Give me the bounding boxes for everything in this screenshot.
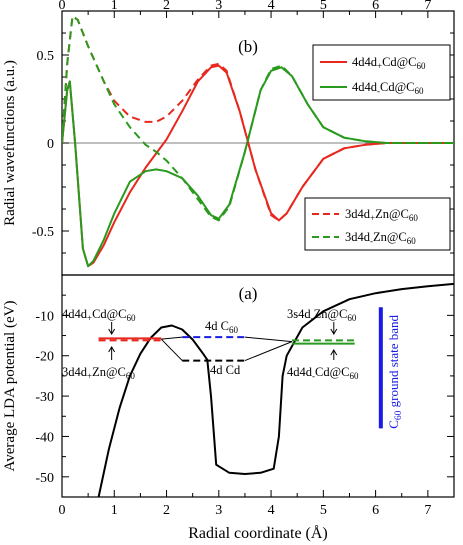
x-tick-label: 4 — [268, 0, 275, 13]
label-text: 3d4d-Zn@C60 — [345, 230, 416, 246]
series-line — [62, 15, 454, 222]
y-tick-label: 0 — [47, 137, 54, 152]
level-annotations: 4d4d+Cd@C60 3d4d+Zn@C60 4d C60 4d Cd 3s4d-Zn… — [62, 307, 404, 429]
x-tick-label: 0 — [59, 0, 66, 13]
x-tick-label: 0 — [59, 503, 66, 518]
connector-line — [160, 338, 183, 361]
x-tick-label: 1 — [111, 503, 118, 518]
legend-solid: 4d4d+Cd@C60 4d4d-Cd@C60 — [320, 55, 426, 96]
y-axis-title-a: Average LDA potential (eV) — [2, 301, 18, 472]
label-text: 3d4d+Zn@C60 — [62, 365, 135, 381]
connector-line — [161, 336, 183, 340]
x-tick-label: 3 — [215, 0, 222, 13]
x-tick-labels-top: 0 1 2 3 4 5 6 7 — [59, 0, 432, 13]
y-tick-label: -0.5 — [32, 225, 54, 240]
x-tick-label: 6 — [372, 0, 379, 13]
label-text: 4d4d-Cd@C60 — [287, 365, 359, 381]
label-text: 4d4d+Cd@C60 — [352, 55, 426, 71]
legend-dashed: 3d4d+Zn@C60 3d4d-Zn@C60 — [312, 207, 418, 246]
x-tick-label: 7 — [424, 0, 431, 13]
y-tick-label: 0.5 — [37, 49, 55, 64]
label-text: 4d Cd — [210, 363, 241, 377]
label-text: 4d4d-Cd@C60 — [352, 80, 424, 96]
y-tick-labels-a: -10 -20 -30 -40 -50 — [35, 309, 54, 485]
plot-area-a — [97, 282, 454, 497]
y-tick-label: -30 — [35, 390, 54, 405]
legend-box-solid — [312, 44, 451, 101]
x-tick-label: 3 — [215, 503, 222, 518]
y-tick-label: -40 — [35, 430, 54, 445]
x-tick-label: 2 — [163, 503, 170, 518]
y-tick-labels-b: 0.5 0 -0.5 — [32, 49, 54, 240]
panel-label-a: (a) — [239, 284, 258, 303]
label-text: 3d4d+Zn@C60 — [345, 207, 418, 223]
arrow-head — [330, 349, 338, 356]
label-text: 4d4d+Cd@C60 — [62, 307, 136, 323]
band-label: C60 ground state band — [386, 314, 404, 428]
x-tick-labels-bottom: 0 1 2 3 4 5 6 7 — [59, 503, 432, 518]
arrow-head — [108, 328, 116, 335]
label-text: 3s4d-Zn@C60 — [287, 307, 357, 323]
x-tick-label: 7 — [424, 503, 431, 518]
x-tick-label: 6 — [372, 503, 379, 518]
label-text: 4d C60 — [205, 319, 238, 335]
panel-a-frame — [61, 274, 455, 498]
y-tick-label: -50 — [35, 471, 54, 486]
connector-line — [244, 341, 293, 362]
legend-box-dashed — [304, 197, 451, 251]
axis-ticks — [61, 10, 455, 498]
arrow-head — [330, 328, 338, 335]
x-tick-label: 2 — [163, 0, 170, 13]
x-axis-title: Radial coordinate (Å) — [188, 524, 328, 542]
plot-area-b — [62, 15, 454, 268]
potential-curve — [97, 282, 454, 497]
y-tick-label: -20 — [35, 350, 54, 365]
x-tick-label: 4 — [268, 503, 275, 518]
y-tick-label: -10 — [35, 309, 54, 324]
arrow-head — [108, 346, 116, 353]
x-tick-label: 5 — [320, 0, 327, 13]
y-axis-title-b: Radial wavefunctions (a.u.) — [2, 60, 18, 226]
panel-label-b: (b) — [238, 37, 258, 56]
x-tick-label: 1 — [111, 0, 118, 13]
connector-line — [244, 336, 293, 343]
x-tick-label: 5 — [320, 503, 327, 518]
